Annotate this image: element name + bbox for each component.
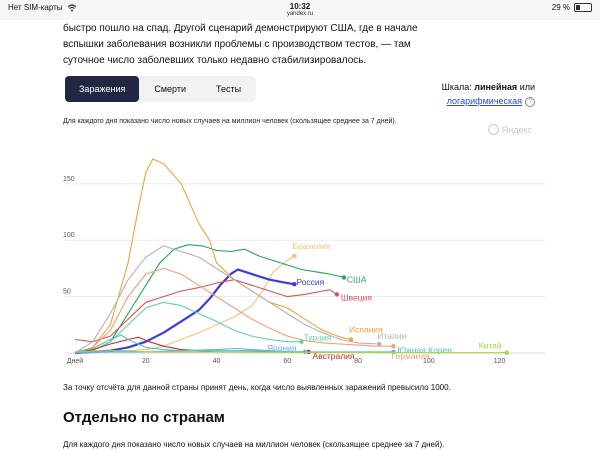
series-end-marker (299, 339, 304, 344)
series-end-marker (292, 282, 297, 287)
help-icon[interactable]: ? (525, 96, 535, 107)
series-label: Турция (303, 333, 331, 343)
scale-or: или (519, 82, 535, 92)
scale-linear-option[interactable]: линейная (474, 82, 518, 92)
series-label: Россия (296, 277, 324, 287)
x-tick-label: 120 (494, 358, 506, 365)
battery-percent: 29 % (551, 3, 570, 12)
battery-icon (574, 3, 592, 12)
series-line (74, 279, 338, 343)
x-tick-label: 20 (142, 358, 150, 365)
y-tick-label: 150 (63, 176, 75, 183)
series-end-marker (348, 337, 354, 342)
yandex-watermark: Яндекс (487, 124, 532, 135)
wifi-icon (67, 3, 76, 11)
series-label: Швеция (341, 292, 373, 302)
yandex-logo-icon (487, 124, 499, 135)
series-label: Австралия (313, 351, 355, 361)
scale-prefix: Шкала: (441, 82, 472, 92)
url-label[interactable]: yandex.ru (286, 11, 314, 17)
chart-description: Для каждого дня показано число новых слу… (63, 118, 397, 125)
series-line (74, 267, 394, 354)
section-description: Для каждого дня показано число новых слу… (63, 440, 445, 449)
carrier-label: Нет SIM-карты (8, 3, 63, 12)
x-tick-label: Дней (67, 357, 83, 365)
series-line (74, 245, 380, 354)
series-label: США (347, 274, 367, 284)
tab-bar: Заражения Смерти Тесты (65, 76, 257, 102)
intro-paragraph: быстро пошло на спад. Другой сценарий де… (63, 23, 418, 66)
tab-deaths[interactable]: Смерти (154, 84, 187, 94)
y-tick-label: 50 (63, 289, 71, 296)
series-label: Япония (267, 343, 297, 353)
series-line (74, 301, 302, 354)
series-label: Германия (391, 351, 430, 361)
x-tick-label: 80 (354, 358, 362, 365)
y-tick-label: 100 (63, 232, 75, 239)
chart-footnote: За точку отсчёта для данной страны приня… (63, 383, 451, 392)
series-line (74, 255, 295, 354)
tab-infections[interactable]: Заражения (65, 76, 140, 102)
series-end-marker (391, 344, 396, 349)
series-end-marker (504, 350, 509, 355)
series-line (74, 350, 507, 354)
watermark-text: Яндекс (501, 124, 532, 135)
carrier-area: Нет SIM-карты (8, 3, 77, 12)
tab-tests[interactable]: Тесты (216, 84, 242, 94)
series-label: Китай (479, 341, 502, 351)
series-end-marker (377, 341, 382, 347)
covid-cases-chart: 50 100 150 Дней 20 40 60 80 100 120 Бразилия США Рос… (63, 158, 545, 365)
series-end-marker (391, 349, 396, 355)
series-label: Южная Корея (397, 345, 452, 355)
series-line (74, 244, 345, 354)
series-end-marker (334, 292, 340, 297)
series-label: Италия (377, 331, 406, 341)
series-line (74, 158, 352, 354)
series-end-marker (341, 275, 347, 280)
scale-selector: Шкала: линейная или логарифмическая? (442, 80, 535, 108)
series-label: Бразилия (292, 241, 330, 251)
section-heading: Отдельно по странам (63, 409, 225, 426)
x-tick-label: 100 (423, 358, 435, 365)
series-line (74, 268, 295, 355)
x-tick-label: 60 (283, 358, 291, 365)
series-end-marker (292, 253, 297, 259)
series-label: Испания (349, 324, 383, 334)
battery-area: 29 % (552, 3, 592, 12)
status-bar: Нет SIM-карты 10:32 yandex.ru 29 % (0, 0, 600, 20)
clock: 10:32 (289, 2, 311, 11)
x-tick-label: 40 (213, 358, 221, 365)
scale-log-link[interactable]: логарифмическая (446, 96, 522, 106)
